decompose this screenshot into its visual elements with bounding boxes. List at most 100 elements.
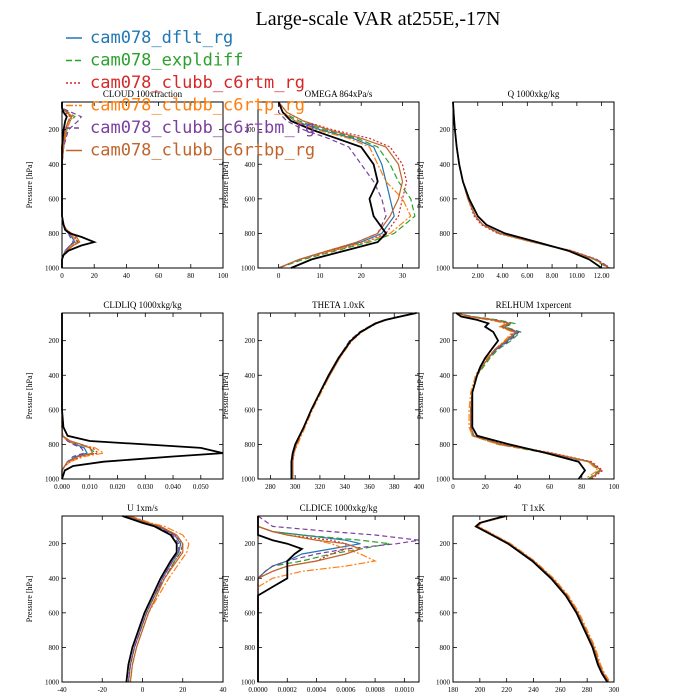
x-tick-label: 80 [578, 483, 586, 491]
x-tick-label: 100 [218, 272, 229, 280]
x-tick-label: 2.00 [472, 272, 485, 280]
plot-frame [257, 101, 420, 269]
x-tick-label: 280 [582, 686, 593, 694]
panel: U 1xm/s Pressure [hPa] -40 -20 0 20 40 200 400 60… [25, 503, 227, 694]
y-tick-label: 1000 [241, 476, 256, 484]
x-tick-label: 4.00 [496, 272, 509, 280]
x-tick-label: 60 [546, 483, 554, 491]
series-line [278, 101, 412, 269]
x-tick-label: -40 [57, 686, 67, 694]
y-axis-label: Pressure [hPa] [221, 161, 230, 208]
panel: CLOUD 100xfraction Pressure [hPa] 0 20 40 60 8… [25, 89, 229, 280]
x-tick-label: 0.030 [137, 483, 153, 491]
y-tick-label: 200 [440, 540, 451, 548]
series-line [61, 102, 79, 268]
x-tick-label: 0 [60, 272, 64, 280]
y-tick-label: 600 [245, 195, 256, 203]
x-tick-label: 0.0004 [307, 686, 327, 694]
panel-title: CLOUD 100xfraction [103, 89, 183, 99]
x-tick-label: 40 [123, 272, 131, 280]
panel: THETA 1.0xK Pressure [hPa] 280 300 320 340 360… [221, 300, 425, 491]
y-tick-label: 200 [49, 126, 60, 134]
x-tick-label: 40 [514, 483, 522, 491]
x-tick-label: 0.010 [82, 483, 98, 491]
panel: RELHUM 1xpercent Pressure [hPa] 0 20 40 60 80 1… [416, 300, 620, 491]
y-axis-label: Pressure [hPa] [221, 372, 230, 419]
y-axis-label: Pressure [hPa] [221, 575, 230, 622]
panel-title: U 1xm/s [127, 503, 158, 513]
y-tick-label: 1000 [436, 476, 451, 484]
y-tick-label: 800 [245, 441, 256, 449]
x-tick-label: 0 [451, 483, 455, 491]
x-tick-label: 240 [528, 686, 539, 694]
series-line [129, 515, 190, 683]
x-tick-label: 0 [277, 272, 281, 280]
series-line [128, 515, 184, 683]
x-tick-label: 260 [555, 686, 566, 694]
x-tick-label: 80 [187, 272, 195, 280]
y-tick-label: 800 [245, 230, 256, 238]
series-line [122, 515, 178, 683]
series-line [452, 101, 603, 269]
x-tick-label: 100 [609, 483, 620, 491]
y-tick-label: 400 [245, 575, 256, 583]
legend-entry: cam078_clubb_c6rtp_rg [90, 96, 305, 116]
panel-title: OMEGA 864xPa/s [305, 89, 373, 99]
panels: CLOUD 100xfraction Pressure [hPa] 0 20 40 60 8… [25, 89, 620, 694]
x-tick-label: 6.00 [521, 272, 534, 280]
y-axis-label: Pressure [hPa] [25, 575, 34, 622]
y-tick-label: 1000 [45, 476, 60, 484]
y-tick-label: 1000 [45, 679, 60, 687]
x-tick-label: 0.050 [193, 483, 209, 491]
panel-title: THETA 1.0xK [312, 300, 365, 310]
legend-entry: cam078_clubb_c6rtm_rg [90, 73, 305, 93]
y-tick-label: 400 [245, 161, 256, 169]
y-tick-label: 800 [49, 441, 60, 449]
x-tick-label: 60 [155, 272, 163, 280]
y-tick-label: 200 [440, 126, 451, 134]
x-tick-label: 0 [141, 686, 145, 694]
legend: cam078_dflt_rgcam078_expldiffcam078_club… [66, 28, 315, 161]
series-line [277, 101, 388, 269]
series-line [477, 515, 611, 683]
y-tick-label: 400 [49, 575, 60, 583]
y-tick-label: 1000 [436, 679, 451, 687]
y-tick-label: 600 [440, 609, 451, 617]
y-tick-label: 800 [440, 644, 451, 652]
x-tick-label: 380 [389, 483, 400, 491]
y-tick-label: 200 [49, 540, 60, 548]
y-tick-label: 400 [440, 372, 451, 380]
x-tick-label: 0.0010 [395, 686, 415, 694]
y-tick-label: 600 [440, 406, 451, 414]
y-tick-label: 200 [440, 337, 451, 345]
y-tick-label: 400 [440, 575, 451, 583]
y-tick-label: 800 [440, 441, 451, 449]
x-tick-label: 20 [358, 272, 366, 280]
y-tick-label: 1000 [241, 265, 256, 273]
series-line [474, 515, 609, 683]
x-tick-label: 0.000 [54, 483, 70, 491]
y-tick-label: 1000 [436, 265, 451, 273]
x-tick-label: 10 [316, 272, 324, 280]
y-axis-label: Pressure [hPa] [25, 161, 34, 208]
y-axis-label: Pressure [hPa] [416, 372, 425, 419]
series-line [278, 101, 416, 269]
series-line [278, 101, 404, 269]
x-tick-label: 320 [315, 483, 326, 491]
panel-title: RELHUM 1xpercent [496, 300, 572, 310]
y-tick-label: 1000 [241, 679, 256, 687]
y-tick-label: 200 [245, 337, 256, 345]
plot-frame [61, 312, 224, 480]
panel: Q 1000xkg/kg Pressure [hPa] 2.00 4.00 6.00 8.… [416, 89, 615, 280]
legend-entry: cam078_expldiff [90, 51, 244, 71]
y-tick-label: 400 [245, 372, 256, 380]
y-tick-label: 600 [49, 609, 60, 617]
x-tick-label: 180 [448, 686, 459, 694]
y-tick-label: 600 [49, 195, 60, 203]
x-tick-label: 20 [91, 272, 99, 280]
series-line [455, 312, 587, 480]
x-tick-label: 200 [475, 686, 486, 694]
y-tick-label: 400 [49, 161, 60, 169]
x-tick-label: 400 [414, 483, 425, 491]
panel-title: CLDICE 1000xkg/kg [300, 503, 378, 513]
